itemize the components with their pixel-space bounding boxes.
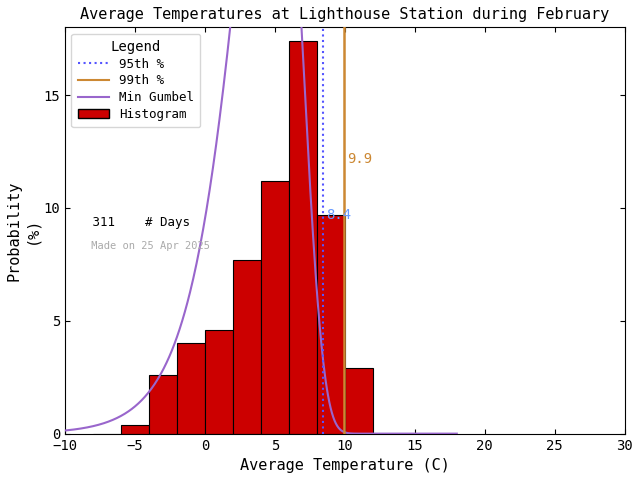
Bar <box>317 215 345 433</box>
Bar <box>289 41 317 433</box>
Bar <box>233 260 261 433</box>
Bar <box>121 425 149 433</box>
Bar <box>261 181 289 433</box>
Bar <box>177 343 205 433</box>
Bar <box>205 330 233 433</box>
Bar <box>345 368 373 433</box>
Legend: 95th %, 99th %, Min Gumbel, Histogram: 95th %, 99th %, Min Gumbel, Histogram <box>72 34 200 127</box>
Bar <box>149 375 177 433</box>
Y-axis label: Probability
(%): Probability (%) <box>7 180 39 281</box>
Text: Made on 25 Apr 2025: Made on 25 Apr 2025 <box>84 240 210 251</box>
Text: 311    # Days: 311 # Days <box>84 216 189 229</box>
Text: 9.9: 9.9 <box>347 152 372 166</box>
X-axis label: Average Temperature (C): Average Temperature (C) <box>240 458 450 473</box>
Text: 8.4: 8.4 <box>326 208 351 222</box>
Title: Average Temperatures at Lighthouse Station during February: Average Temperatures at Lighthouse Stati… <box>80 7 609 22</box>
